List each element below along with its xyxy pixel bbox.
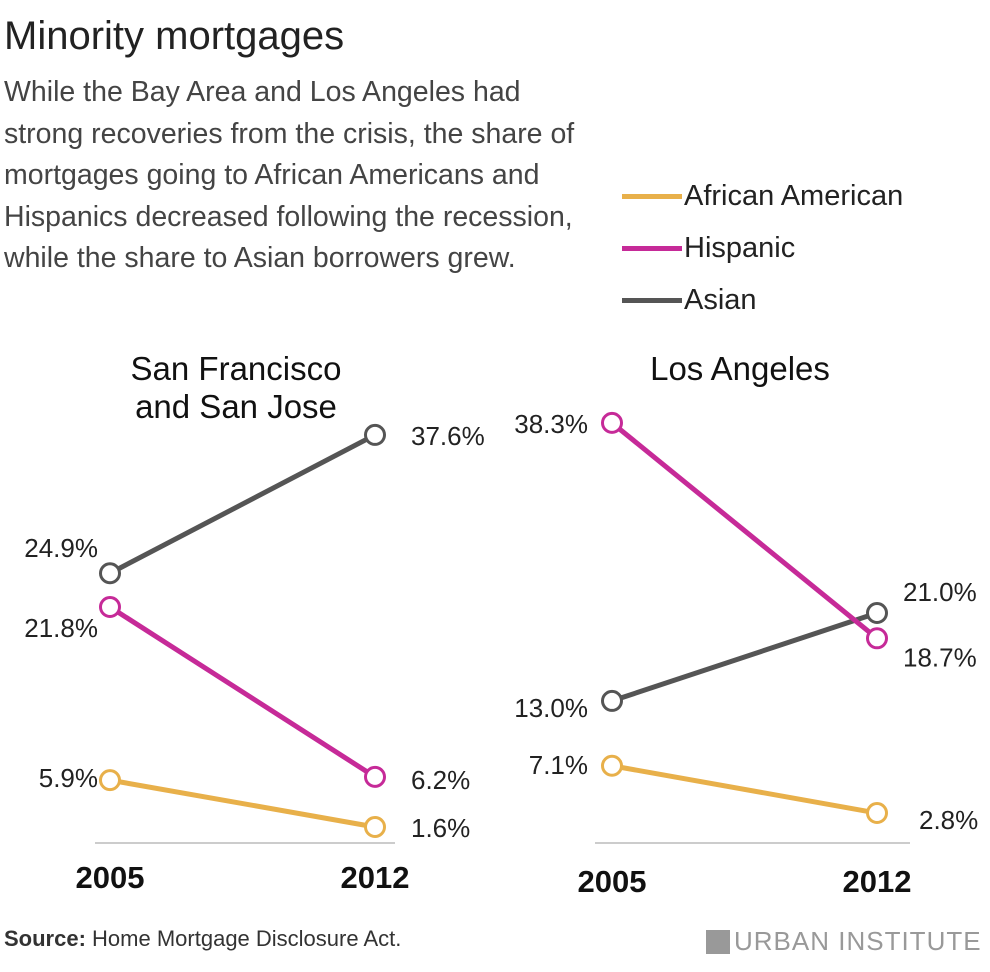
source-note: Source: Home Mortgage Disclosure Act.: [4, 926, 402, 951]
data-point: [99, 562, 121, 585]
data-label: 38.3%: [514, 409, 588, 439]
series-line-hispanic: [610, 420, 879, 641]
legend-item-african-american: African American: [622, 170, 903, 222]
data-point: [364, 423, 386, 446]
legend-swatch: [622, 193, 682, 199]
data-label: 1.6%: [411, 813, 470, 843]
data-point: [364, 765, 386, 788]
chart-title: Minority mortgages: [4, 14, 345, 58]
legend-swatch: [622, 245, 682, 251]
data-point: [99, 769, 121, 792]
series-line-hispanic: [108, 604, 377, 779]
data-point: [866, 627, 888, 650]
legend-swatch: [622, 297, 682, 303]
data-point: [99, 595, 121, 618]
panel-title-la: Los Angeles: [650, 350, 830, 387]
x-tick-label: 2012: [341, 860, 410, 895]
data-label: 21.8%: [24, 613, 98, 643]
data-label: 24.9%: [24, 533, 98, 563]
data-label: 6.2%: [411, 765, 470, 795]
legend: African American Hispanic Asian: [622, 170, 903, 326]
series-line-african-american: [611, 763, 878, 816]
series-line-asian: [611, 610, 878, 704]
data-label: 7.1%: [529, 750, 588, 780]
data-point: [601, 689, 623, 712]
data-point: [601, 754, 623, 777]
data-point: [601, 411, 623, 434]
panel-title-sf: San Francisco and San Jose: [130, 350, 342, 425]
data-point: [866, 602, 888, 625]
x-tick-label: 2012: [843, 864, 912, 899]
legend-item-hispanic: Hispanic: [622, 222, 903, 274]
data-point: [866, 802, 888, 825]
data-label: 2.8%: [919, 805, 978, 835]
legend-item-asian: Asian: [622, 274, 903, 326]
series-line-asian: [108, 432, 377, 576]
x-tick-label: 2005: [578, 864, 647, 899]
data-label: 13.0%: [514, 693, 588, 723]
data-label: 5.9%: [39, 763, 98, 793]
logo-mark-icon: [706, 929, 730, 954]
data-label: 18.7%: [903, 642, 977, 672]
data-label: 21.0%: [903, 577, 977, 607]
x-tick-label: 2005: [76, 860, 145, 895]
series-line-african-american: [109, 777, 376, 830]
data-label: 37.6%: [411, 421, 485, 451]
urban-institute-logo: URBAN INSTITUTE: [706, 926, 982, 957]
data-point: [364, 815, 386, 838]
chart-subtitle: While the Bay Area and Los Angeles had s…: [4, 76, 575, 274]
